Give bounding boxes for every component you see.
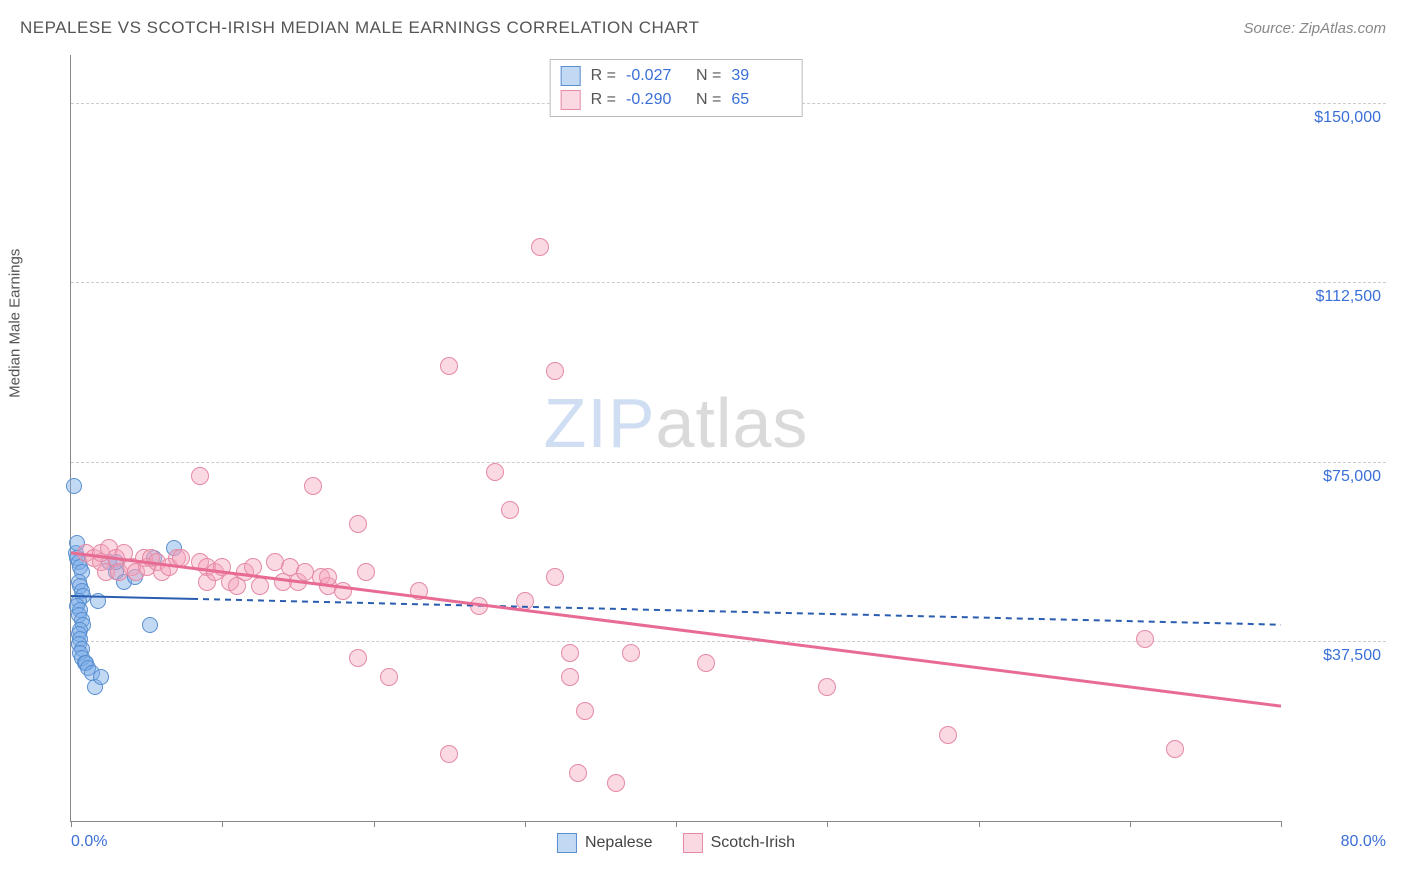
y-tick-label: $75,000 (1291, 468, 1381, 486)
x-tick (525, 821, 526, 827)
trend-lines-svg (71, 55, 1281, 821)
x-tick (374, 821, 375, 827)
chart-container: Median Male Earnings ZIPatlas R = -0.027… (20, 55, 1386, 872)
y-tick-label: $112,500 (1291, 288, 1381, 306)
correlation-legend: R = -0.027 N = 39 R = -0.290 N = 65 (550, 59, 803, 117)
x-tick (676, 821, 677, 827)
legend-swatch-scotch-irish (561, 90, 581, 110)
legend-swatch-nepalese (561, 66, 581, 86)
series-legend-item: Scotch-Irish (683, 833, 795, 853)
series-name: Nepalese (585, 834, 653, 852)
x-tick (827, 821, 828, 827)
x-tick (1130, 821, 1131, 827)
series-name: Scotch-Irish (711, 834, 795, 852)
correlation-legend-row: R = -0.290 N = 65 (561, 88, 792, 112)
r-label: R = (591, 91, 616, 109)
correlation-legend-row: R = -0.027 N = 39 (561, 64, 792, 88)
series-legend-item: Nepalese (557, 833, 653, 853)
legend-swatch-nepalese (557, 833, 577, 853)
source-attribution: Source: ZipAtlas.com (1243, 20, 1386, 37)
chart-title: NEPALESE VS SCOTCH-IRISH MEDIAN MALE EAR… (20, 18, 700, 38)
n-label: N = (696, 67, 721, 85)
y-tick-label: $150,000 (1291, 109, 1381, 127)
plot-area: ZIPatlas R = -0.027 N = 39 R = -0.290 N … (70, 55, 1281, 822)
x-tick (1281, 821, 1282, 827)
header: NEPALESE VS SCOTCH-IRISH MEDIAN MALE EAR… (20, 18, 1386, 38)
n-value: 65 (731, 91, 791, 109)
x-axis-max-label: 80.0% (1341, 833, 1386, 851)
x-tick (71, 821, 72, 827)
x-tick (222, 821, 223, 827)
legend-swatch-scotch-irish (683, 833, 703, 853)
r-value: -0.290 (626, 91, 686, 109)
r-label: R = (591, 67, 616, 85)
x-axis-min-label: 0.0% (71, 833, 107, 851)
y-axis-label: Median Male Earnings (7, 248, 24, 397)
n-label: N = (696, 91, 721, 109)
x-tick (979, 821, 980, 827)
n-value: 39 (731, 67, 791, 85)
series-legend: Nepalese Scotch-Irish (557, 833, 795, 853)
y-tick-label: $37,500 (1291, 647, 1381, 665)
r-value: -0.027 (626, 67, 686, 85)
